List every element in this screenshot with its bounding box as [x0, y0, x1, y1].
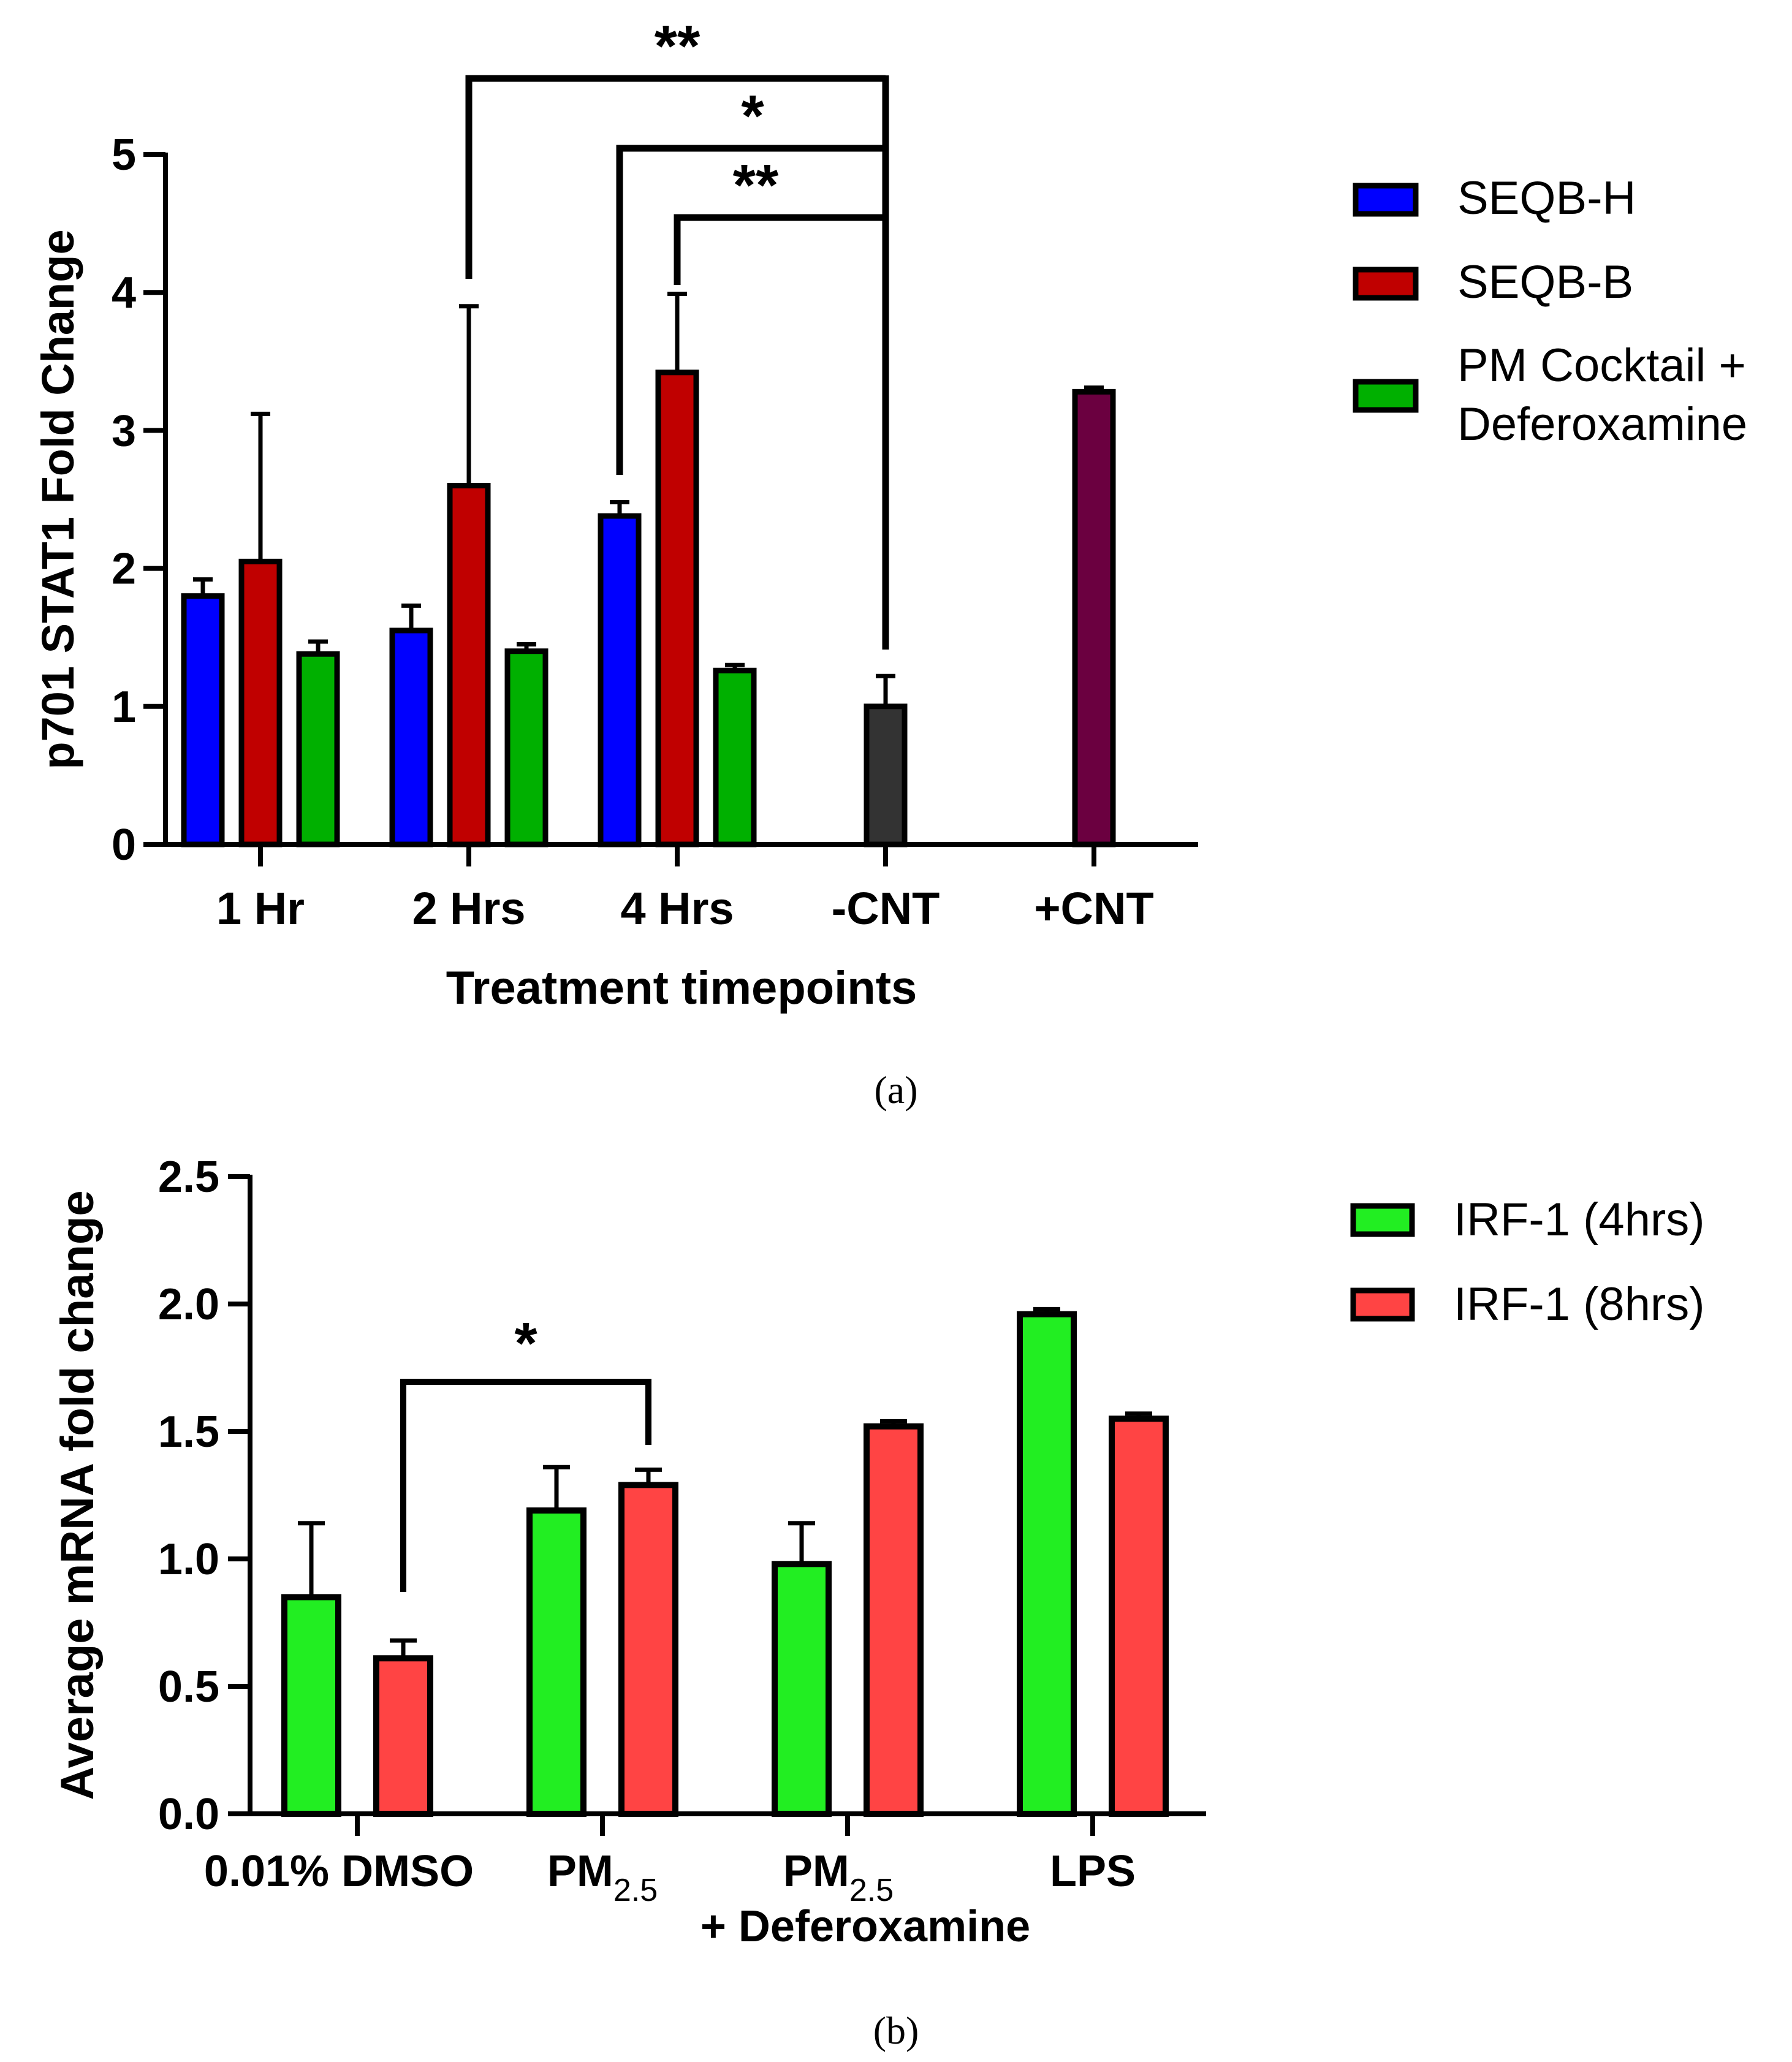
y-tick-label: 1.0: [158, 1535, 219, 1584]
x-tick-label: -CNT: [832, 883, 940, 934]
x-tick-label-line2: + Deferoxamine: [700, 1902, 1030, 1951]
y-axis-title: p701 STAT1 Fold Change: [32, 229, 83, 769]
y-tick-label: 0: [112, 821, 136, 870]
bar: [1072, 389, 1116, 847]
chart-b: 0.00.51.01.52.02.50.01% DMSO PM2.5 PM2.5+ …: [51, 1153, 1705, 1951]
bar: [504, 648, 549, 847]
bar: [373, 1655, 433, 1817]
bar: [296, 651, 340, 847]
x-axis-title: Treatment timepoints: [446, 962, 917, 1014]
bar: [281, 1594, 341, 1817]
bar: [655, 370, 699, 847]
legend: SEQB-H SEQB-B PM Cocktail + Deferoxamine: [1353, 172, 1747, 450]
significance-label: **: [733, 153, 779, 218]
x-tick-label: 4 Hrs: [620, 883, 734, 934]
legend-swatch: [1350, 1203, 1415, 1237]
legend-swatch: [1353, 379, 1419, 413]
bar: [864, 703, 908, 847]
legend: IRF-1 (4hrs) IRF-1 (8hrs): [1350, 1194, 1705, 1330]
x-tick-label: 2 Hrs: [412, 883, 525, 934]
y-axis-title: Average mRNA fold change: [51, 1190, 104, 1800]
significance-label: **: [655, 13, 700, 79]
legend-label: SEQB-H: [1457, 172, 1636, 224]
significance-bracket: [400, 1379, 651, 1592]
y-tick-label: 3: [112, 406, 136, 455]
legend-label: IRF-1 (4hrs): [1454, 1194, 1705, 1246]
x-tick-label: 0.01% DMSO: [204, 1847, 474, 1896]
bar: [1109, 1416, 1169, 1817]
significance-bracket: [465, 75, 886, 279]
x-tick-label: +CNT: [1034, 883, 1153, 934]
legend-swatch: [1350, 1287, 1415, 1322]
y-tick-label: 2.5: [158, 1153, 219, 1202]
chart-a: 0 1 2 3 4 5 1 Hr 2 Hrs 4 Hrs -CNT +CNT Treatment ti…: [32, 13, 1747, 1014]
x-tick-label: 1 Hr: [216, 883, 305, 934]
legend-label: IRF-1 (8hrs): [1454, 1278, 1705, 1330]
x-tick-label: PM2.5: [783, 1847, 894, 1908]
x-tick-label: LPS: [1050, 1847, 1136, 1896]
y-tick-label: 2.0: [158, 1280, 219, 1329]
bar: [713, 667, 757, 847]
caption-a: (a): [874, 1068, 917, 1112]
bar: [447, 482, 491, 847]
x-tick-label: PM2.5: [547, 1847, 658, 1908]
bar: [389, 627, 433, 847]
y-tick-label: 1.5: [158, 1408, 219, 1457]
significance-label: *: [514, 1311, 537, 1376]
y-tick-label: 0.0: [158, 1790, 219, 1839]
bar: [772, 1561, 832, 1818]
y-tick-label: 1: [112, 683, 136, 732]
bar: [526, 1507, 587, 1817]
bar: [598, 513, 642, 847]
legend-label: PM Cocktail + Deferoxamine: [1457, 339, 1747, 450]
significance-bracket: [616, 145, 886, 475]
y-tick-label: 0.5: [158, 1662, 219, 1711]
bar: [181, 593, 225, 847]
legend-label: SEQB-B: [1457, 256, 1633, 308]
bar: [864, 1423, 924, 1817]
y-tick-label: 2: [112, 545, 136, 594]
significance-bracket: [674, 214, 886, 285]
caption-b: (b): [873, 2009, 919, 2052]
bar: [1017, 1311, 1077, 1817]
legend-swatch: [1353, 183, 1419, 217]
y-tick-label: 5: [112, 131, 136, 180]
bar: [238, 558, 283, 847]
bar: [618, 1482, 678, 1818]
y-tick-label: 4: [112, 268, 136, 317]
legend-swatch: [1353, 267, 1419, 301]
significance-label: *: [741, 83, 764, 149]
